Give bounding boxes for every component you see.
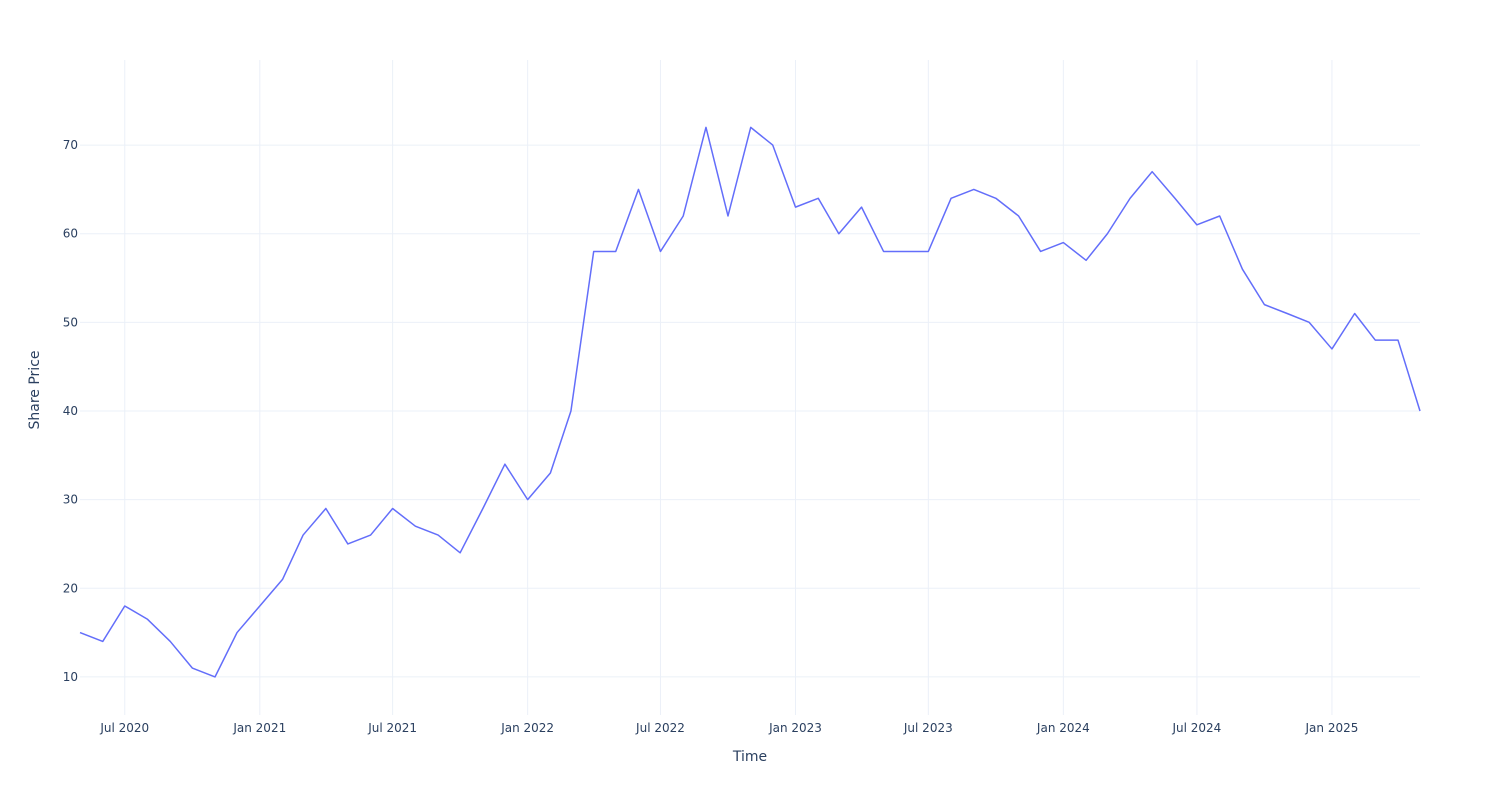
x-axis-title: Time	[732, 749, 767, 765]
y-axis-title: Share Price	[27, 350, 43, 429]
y-tick-label: 10	[63, 670, 78, 684]
y-tick-label: 70	[63, 138, 78, 152]
x-tick-label: Jul 2023	[903, 721, 953, 735]
x-tick-label: Jan 2024	[1036, 721, 1090, 735]
x-tick-label: Jan 2021	[232, 721, 286, 735]
x-tick-label: Jan 2022	[500, 721, 554, 735]
y-tick-label: 30	[63, 493, 78, 507]
y-tick-label: 40	[63, 404, 78, 418]
y-tick-label: 50	[63, 315, 78, 329]
price-line	[79, 126, 1421, 678]
x-tick-label: Jan 2025	[1305, 721, 1359, 735]
x-tick-label: Jul 2020	[99, 721, 149, 735]
x-tick-label: Jul 2021	[367, 721, 417, 735]
y-tick-label: 60	[63, 227, 78, 241]
x-tick-label: Jul 2022	[635, 721, 685, 735]
y-tick-label: 20	[63, 581, 78, 595]
x-tick-label: Jan 2023	[768, 721, 822, 735]
x-tick-label: Jul 2024	[1171, 721, 1221, 735]
